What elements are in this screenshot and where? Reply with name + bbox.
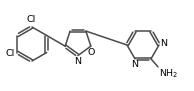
Text: N: N <box>131 60 138 69</box>
Text: NH$_2$: NH$_2$ <box>159 68 178 80</box>
Text: O: O <box>88 48 95 57</box>
Text: Cl: Cl <box>5 49 14 58</box>
Text: N: N <box>160 39 167 49</box>
Text: N: N <box>74 58 81 67</box>
Text: Cl: Cl <box>26 15 36 24</box>
